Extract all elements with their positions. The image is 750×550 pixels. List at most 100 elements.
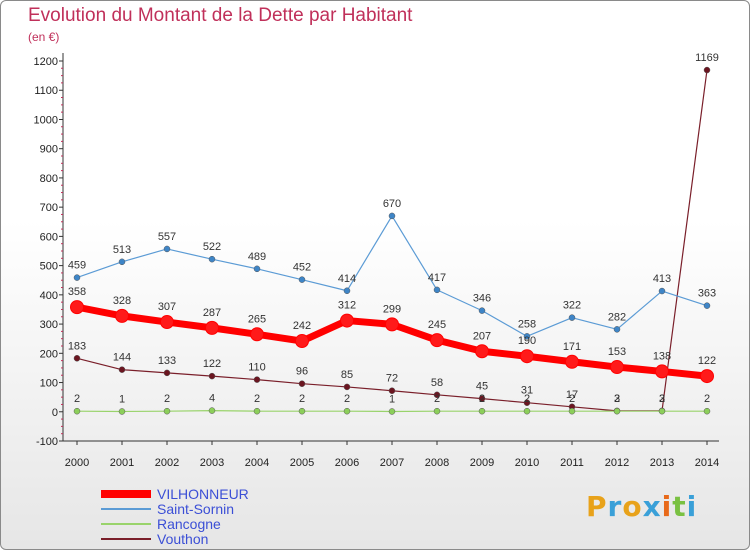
data-point <box>163 407 171 415</box>
x-tick-label: 2001 <box>110 457 134 469</box>
data-point <box>433 407 441 415</box>
data-label: 2 <box>254 393 260 405</box>
data-label: 122 <box>698 355 716 367</box>
x-tick-label: 2002 <box>155 457 179 469</box>
data-label: 287 <box>203 307 221 319</box>
data-label: 122 <box>203 358 221 370</box>
data-label: 245 <box>428 319 446 331</box>
data-point <box>208 407 216 414</box>
data-point <box>523 399 531 406</box>
data-point <box>340 313 354 328</box>
data-point <box>568 407 576 415</box>
data-label: 1 <box>389 393 395 405</box>
data-label: 459 <box>68 260 86 272</box>
data-point <box>253 407 261 415</box>
data-label: 190 <box>518 335 536 347</box>
data-point <box>433 286 441 294</box>
logo-letter: P <box>586 490 608 523</box>
data-point <box>388 212 396 220</box>
data-point <box>73 355 81 362</box>
proxiti-logo: Proxiti <box>586 490 697 523</box>
data-point <box>388 408 396 415</box>
x-tick-label: 2008 <box>425 457 449 469</box>
data-point <box>163 369 171 377</box>
data-point <box>253 376 261 383</box>
data-label: 358 <box>68 286 86 298</box>
data-point <box>478 395 486 402</box>
data-label: 17 <box>566 389 578 401</box>
data-point <box>658 407 666 415</box>
data-label: 670 <box>383 198 401 210</box>
data-point <box>73 274 81 281</box>
data-label: 2 <box>524 393 530 405</box>
data-label: 183 <box>68 340 86 352</box>
x-tick-label: 2014 <box>695 457 719 469</box>
data-point <box>475 344 489 359</box>
data-label: 414 <box>338 273 356 285</box>
data-label: 346 <box>473 293 491 305</box>
y-tick-label: 800 <box>40 173 58 185</box>
data-label: 307 <box>158 301 176 313</box>
y-tick-label: 100 <box>40 378 58 390</box>
data-label: 258 <box>518 318 536 330</box>
y-tick-label: 200 <box>40 348 58 360</box>
data-point <box>610 360 624 375</box>
data-point <box>655 364 669 379</box>
data-label: 72 <box>386 373 398 385</box>
logo-letter: o <box>622 490 643 523</box>
data-label: 2 <box>164 393 170 405</box>
data-point <box>295 334 309 349</box>
data-point <box>118 366 126 373</box>
data-point <box>118 258 126 266</box>
chart-title: Evolution du Montant de la Dette par Hab… <box>28 5 413 26</box>
x-tick-label: 2011 <box>560 457 584 469</box>
data-label: 2 <box>434 393 440 405</box>
x-tick-label: 2005 <box>290 457 314 469</box>
data-point <box>208 372 216 380</box>
data-point <box>343 383 351 391</box>
x-tick-label: 2003 <box>200 457 224 469</box>
data-point <box>478 307 486 314</box>
y-tick-label: 300 <box>40 319 58 331</box>
data-label: 85 <box>341 369 353 381</box>
data-point <box>385 317 399 332</box>
y-tick-label: 900 <box>40 144 58 156</box>
data-label: 242 <box>293 320 311 332</box>
data-label: 322 <box>563 300 581 312</box>
data-point <box>163 245 171 253</box>
data-label: 265 <box>248 313 266 325</box>
data-point <box>478 407 486 415</box>
data-point <box>208 255 216 263</box>
data-label: 45 <box>476 381 488 393</box>
unit-label: (en €) <box>28 30 60 44</box>
data-label: 31 <box>521 385 533 397</box>
data-point <box>118 408 126 415</box>
data-point <box>343 407 351 415</box>
data-label: 3 <box>614 393 620 405</box>
data-point <box>703 302 711 309</box>
data-point <box>250 327 264 342</box>
data-label: 133 <box>158 355 176 367</box>
data-point <box>568 314 576 321</box>
x-tick-label: 2000 <box>65 457 89 469</box>
logo-letter: i <box>661 490 673 523</box>
data-point <box>70 300 84 315</box>
x-tick-label: 2010 <box>515 457 539 469</box>
legend-label: Saint-Sornin <box>157 501 234 517</box>
x-tick-label: 2013 <box>650 457 674 469</box>
data-point <box>298 276 306 283</box>
logo-letter: r <box>607 490 623 523</box>
data-label: 413 <box>653 273 671 285</box>
data-label: 513 <box>113 244 131 256</box>
legend-label: Vouthon <box>157 531 208 547</box>
data-label: 282 <box>608 311 626 323</box>
data-label: 557 <box>158 231 176 243</box>
data-label: 489 <box>248 251 266 263</box>
data-point <box>703 66 711 74</box>
data-point <box>298 380 306 387</box>
data-label: 2 <box>344 393 350 405</box>
data-label: 58 <box>431 377 443 389</box>
x-tick-label: 2007 <box>380 457 404 469</box>
y-tick-label: 500 <box>40 261 58 273</box>
